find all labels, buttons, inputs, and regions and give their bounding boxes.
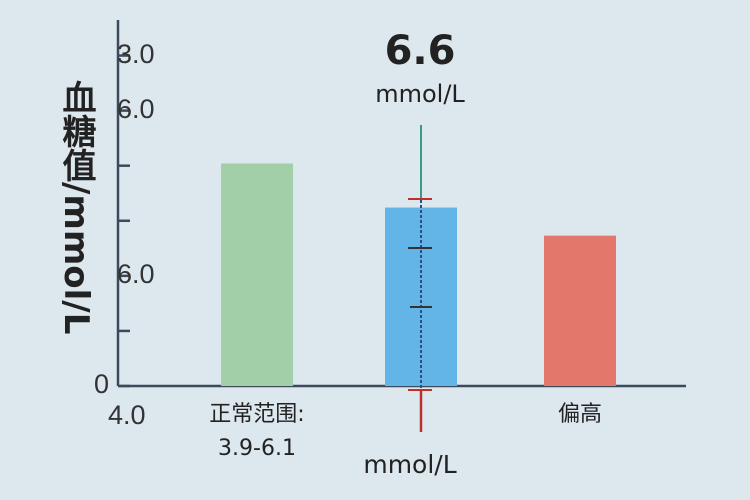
bar [544,235,616,386]
chart-subtitle: mmol/L [375,80,465,108]
y-tick-label: 6.0 [117,258,155,289]
x-tick-label: 正常范围: 3.9-6.1 [209,402,305,461]
x-tick-label: 偏高 [557,402,602,427]
y-tick-label: 0 [94,369,110,399]
annotation: mmol/L [363,450,457,479]
y-tick-label: 6.0 [117,93,155,124]
annotation: 4.0 [108,400,146,430]
bar [221,163,293,386]
chart-title: 6.6 [384,28,456,74]
y-axis-label: 血糖值/mmol/L [56,80,96,335]
y-tick-label: 3.0 [117,38,155,69]
